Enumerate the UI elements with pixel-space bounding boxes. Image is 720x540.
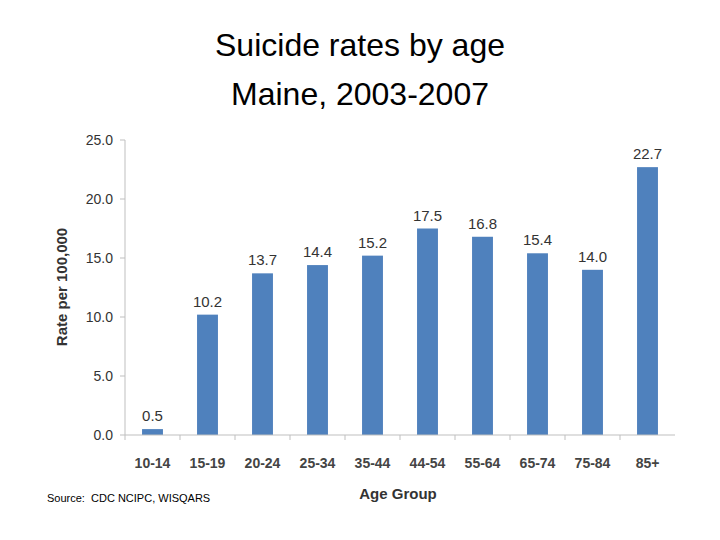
data-label: 14.0 (578, 248, 607, 265)
x-tick-label: 20-24 (245, 455, 281, 471)
y-tick (120, 140, 125, 141)
y-tick-label: 5.0 (94, 368, 114, 384)
data-label: 0.5 (142, 407, 163, 424)
y-tick (120, 376, 125, 377)
data-label: 17.5 (413, 207, 442, 224)
bar (252, 273, 273, 435)
bar (472, 237, 493, 435)
data-label: 14.4 (303, 243, 332, 260)
x-tick-label: 55-64 (465, 455, 501, 471)
x-tick-label: 85+ (636, 455, 660, 471)
y-tick-label: 0.0 (94, 427, 114, 443)
bar (197, 315, 218, 435)
x-tick (235, 435, 236, 440)
x-tick-label: 44-54 (410, 455, 446, 471)
title: Suicide rates by age (215, 27, 505, 63)
y-tick-label: 20.0 (86, 191, 113, 207)
x-tick (345, 435, 346, 440)
annotation: Source: CDC NCIPC, WISQARS (47, 492, 210, 504)
x-tick (400, 435, 401, 440)
x-tick-label: 75-84 (575, 455, 611, 471)
y-tick-label: 15.0 (86, 250, 113, 266)
bar (307, 265, 328, 435)
x-tick (125, 435, 126, 440)
data-label: 13.7 (248, 251, 277, 268)
y-tick (120, 317, 125, 318)
data-label: 16.8 (468, 215, 497, 232)
chart: Suicide rates by age Maine, 2003-2007 0.0 5… (0, 0, 720, 540)
bar (362, 256, 383, 435)
y-tick (120, 435, 125, 436)
y-axis (125, 140, 126, 435)
data-label: 15.2 (358, 234, 387, 251)
x-tick-label: 65-74 (520, 455, 556, 471)
y-tick (120, 258, 125, 259)
data-label: 10.2 (193, 293, 222, 310)
bar (637, 167, 658, 435)
x-tick (620, 435, 621, 440)
bar (527, 253, 548, 435)
y-tick (120, 199, 125, 200)
x-tick-label: 25-34 (300, 455, 336, 471)
x-axis-label: Age Group (359, 485, 437, 502)
x-tick-label: 10-14 (135, 455, 171, 471)
y-axis-label: Rate per 100,000 (53, 228, 70, 346)
bar (582, 270, 603, 435)
x-tick (455, 435, 456, 440)
data-label: 15.4 (523, 231, 552, 248)
bar (417, 229, 438, 436)
subtitle: Maine, 2003-2007 (231, 76, 489, 112)
y-tick-label: 25.0 (86, 132, 113, 148)
x-tick-label: 35-44 (355, 455, 391, 471)
x-tick (290, 435, 291, 440)
x-tick-label: 15-19 (190, 455, 226, 471)
x-tick (510, 435, 511, 440)
x-tick (565, 435, 566, 440)
bars (142, 167, 658, 435)
data-label: 22.7 (633, 145, 662, 162)
y-tick-label: 10.0 (86, 309, 113, 325)
x-tick (180, 435, 181, 440)
bar (142, 429, 163, 435)
